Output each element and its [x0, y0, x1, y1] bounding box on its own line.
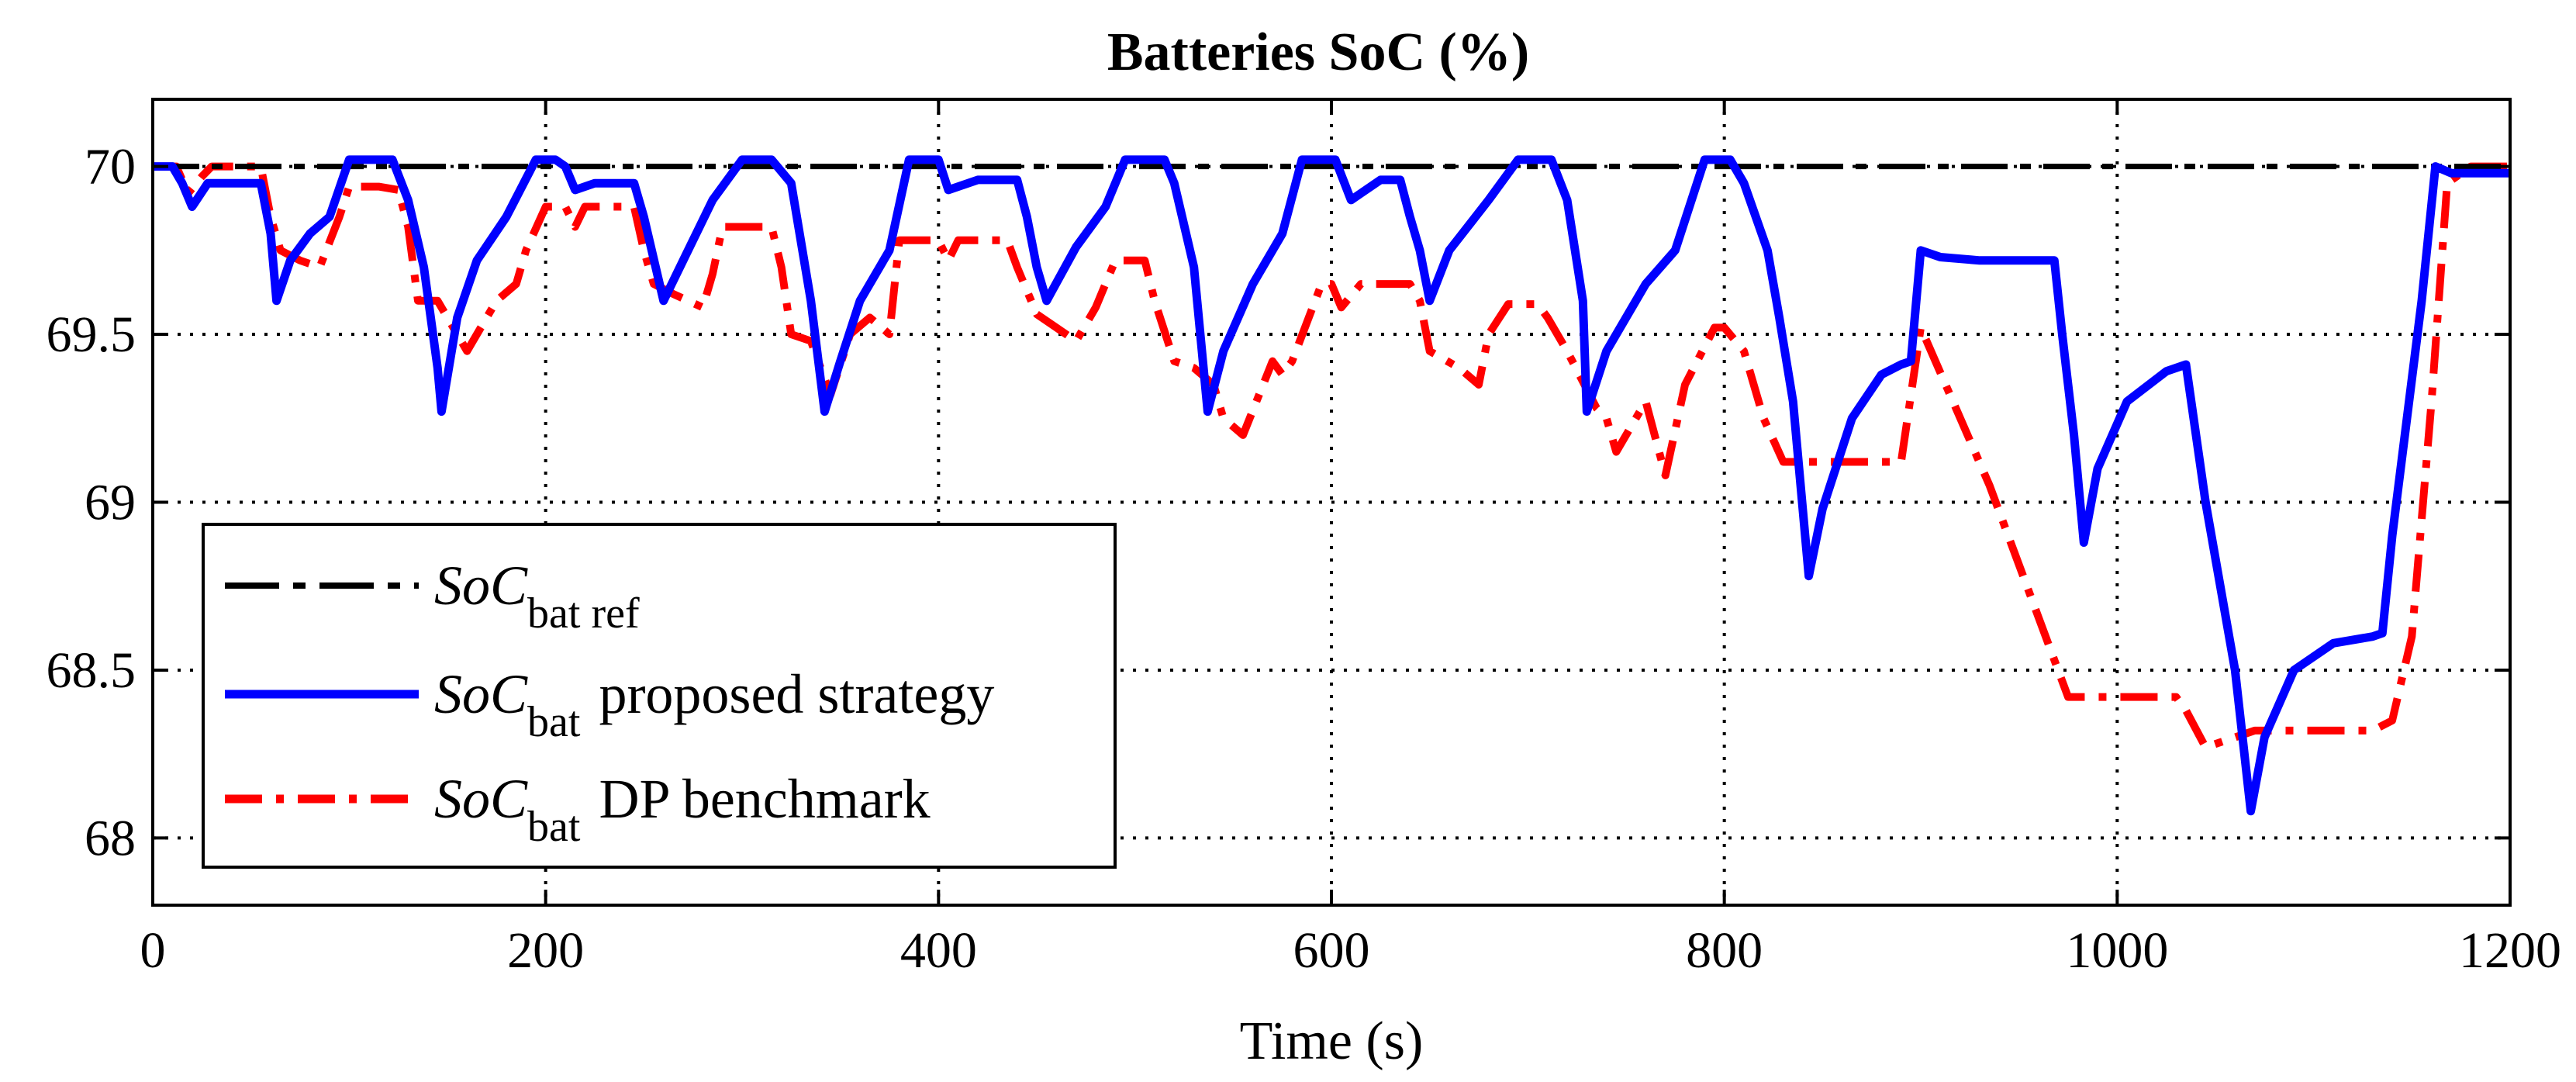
legend-label-2: SoCbat DP benchmark [434, 768, 931, 851]
x-tick-label: 1200 [2459, 922, 2561, 979]
legend-label-1: SoCbat proposed strategy [434, 663, 994, 746]
x-tick-label: 1000 [2066, 922, 2168, 979]
x-tick-label: 200 [507, 922, 584, 979]
legend-label-subscript: bat ref [527, 589, 640, 638]
y-tick-label: 68 [85, 810, 136, 866]
legend-label-main: SoC [434, 663, 528, 725]
legend-label-suffix: DP benchmark [599, 768, 930, 830]
x-tick-label: 400 [900, 922, 977, 979]
axis-ticks: 0 200 400 600 800 1000 1200 68 68.5 69 69.5 70 [47, 99, 2561, 979]
x-tick-label: 800 [1686, 922, 1763, 979]
legend-label-subscript: bat [527, 698, 581, 746]
y-tick-label: 70 [85, 139, 136, 195]
x-tick-label: 600 [1293, 922, 1370, 979]
y-tick-label: 68.5 [47, 642, 136, 699]
legend-label-main: SoC [434, 768, 528, 830]
x-axis-label: Time (s) [1240, 1011, 1424, 1071]
legend-label-suffix: proposed strategy [599, 663, 994, 725]
y-tick-label: 69.5 [47, 306, 136, 363]
chart-title: Batteries SoC (%) [1107, 22, 1529, 82]
legend-label-subscript: bat [527, 803, 581, 851]
series-line-1 [153, 155, 2510, 816]
y-tick-label: 69 [85, 475, 136, 531]
series-layer [153, 155, 2510, 816]
legend-label-0: SoCbat ref [434, 555, 640, 638]
x-tick-label: 0 [140, 922, 166, 979]
legend-label-main: SoC [434, 555, 528, 617]
